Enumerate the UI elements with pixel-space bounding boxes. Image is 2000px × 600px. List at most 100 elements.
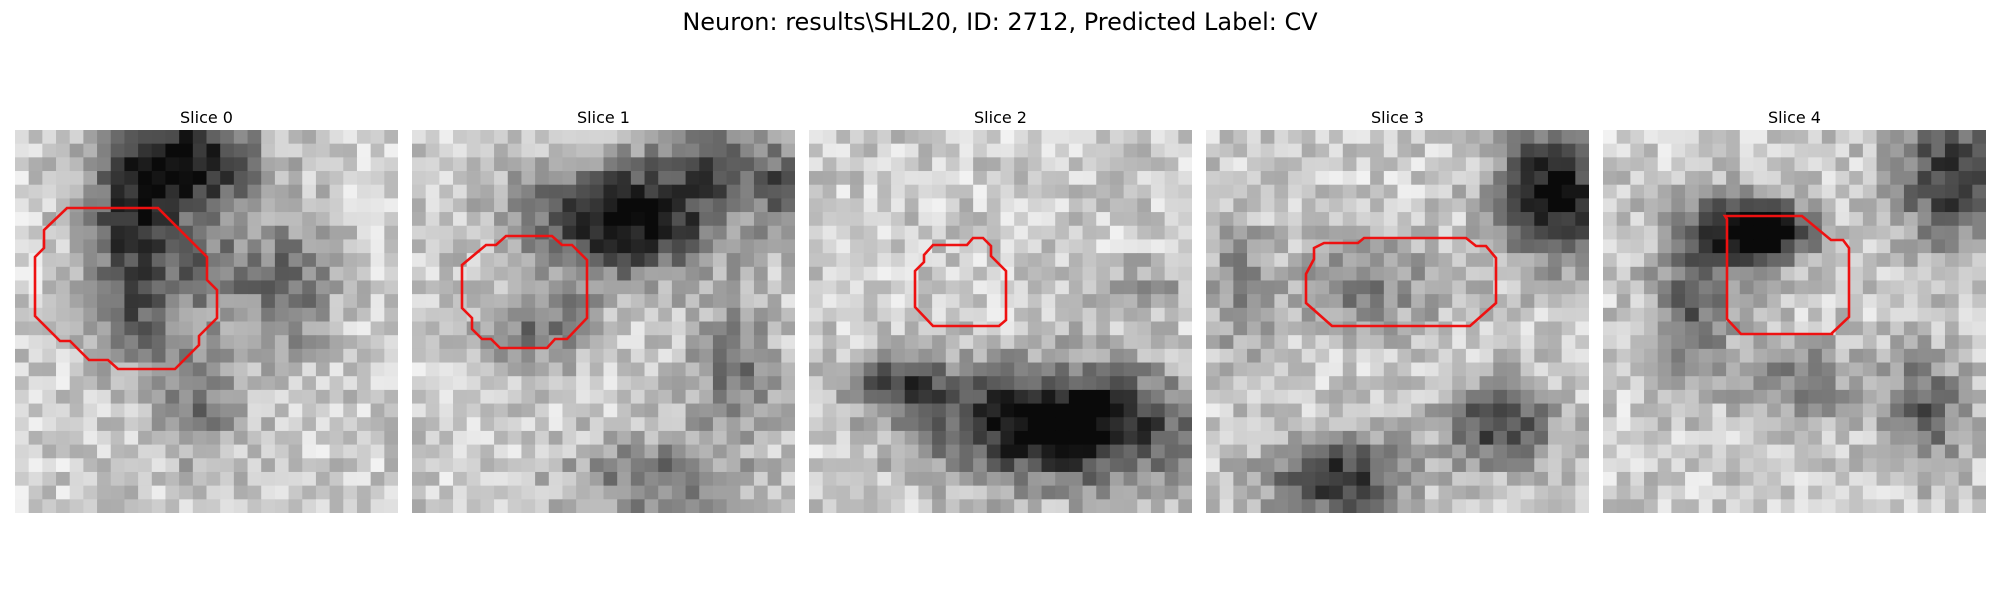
pixel-cell [1315,348,1330,363]
pixel-cell [1849,212,1864,227]
pixel-cell [1794,321,1809,336]
pixel-cell [1739,471,1754,487]
pixel-cell [1685,198,1700,213]
pixel-cell [165,157,180,172]
pixel-cell [192,225,207,240]
pixel-cell [740,143,755,158]
pixel-cell [274,266,289,281]
pixel-cell [425,417,440,432]
pixel-cell [138,280,153,295]
pixel-cell [1685,348,1700,363]
pixel-cell [124,307,139,322]
pixel-cell [603,171,618,186]
pixel-cell [1356,348,1371,363]
pixel-cell [1808,239,1823,254]
pixel-cell [343,157,358,172]
pixel-cell [1890,471,1905,487]
pixel-cell [1780,458,1795,473]
pixel-cell [1014,458,1029,473]
pixel-cell [1055,294,1070,309]
pixel-cell [192,458,207,473]
pixel-cell [124,499,139,513]
pixel-cell [1944,143,1960,158]
pixel-cell [1000,430,1015,446]
pixel-cell [548,458,563,473]
pixel-cell [302,485,317,500]
pixel-cell [1616,184,1631,199]
pixel-cell [1685,458,1700,473]
pixel-cell [891,130,906,145]
pixel-cell [548,130,563,145]
pixel-cell [42,294,57,309]
pixel-cell [685,321,700,336]
pixel-cell [1096,280,1111,295]
pixel-cell [809,362,824,377]
pixel-cell [1862,212,1877,227]
pixel-cell [1206,294,1221,309]
pixel-cell [1671,184,1686,199]
pixel-cell [247,307,262,322]
pixel-cell [1096,458,1111,473]
pixel-cell [918,198,933,213]
pixel-cell [1109,348,1125,363]
pixel-cell [1027,499,1042,513]
pixel-cell [425,266,440,281]
pixel-cell [932,321,947,336]
pixel-cell [110,485,125,500]
pixel-cell [1315,294,1330,309]
pixel-cell [740,417,755,432]
pixel-cell [494,362,509,377]
pixel-cell [1000,184,1015,199]
pixel-cell [288,266,303,281]
pixel-cell [1370,444,1385,459]
pixel-cell [1178,499,1192,513]
pixel-cell [1233,212,1248,227]
pixel-cell [1657,321,1672,336]
pixel-cell [1150,294,1166,309]
pixel-cell [1890,253,1905,268]
pixel-cell [521,471,536,487]
pixel-cell [453,212,468,227]
pixel-cell [1342,171,1357,186]
pixel-cell [1917,417,1932,432]
pixel-cell [1383,348,1398,363]
pixel-cell [28,157,43,172]
pixel-cell [494,389,509,404]
pixel-cell [562,198,577,213]
pixel-cell [1794,239,1809,254]
pixel-cell [1685,157,1700,172]
pixel-cell [1698,444,1713,459]
pixel-cell [959,225,974,240]
pixel-cell [712,335,728,350]
pixel-cell [206,362,221,377]
pixel-cell [918,471,933,487]
pixel-cell [877,376,892,391]
pixel-cell [1903,307,1919,322]
pixel-cell [42,444,57,459]
pixel-cell [671,225,686,240]
pixel-cell [1041,321,1056,336]
pixel-cell [671,348,686,363]
pixel-cell [1233,307,1248,322]
pixel-cell [1424,389,1439,404]
pixel-cell [343,280,358,295]
pixel-cell [1438,157,1453,172]
pixel-cell [1753,294,1768,309]
pixel-cell [781,294,795,309]
pixel-cell [302,225,317,240]
pixel-cell [412,403,427,418]
pixel-cell [247,130,262,145]
pixel-cell [1370,184,1385,199]
pixel-cell [1520,307,1535,322]
pixel-cell [726,417,741,432]
pixel-cell [1644,458,1659,473]
pixel-cell [1370,266,1385,281]
pixel-cell [1972,143,1986,158]
pixel-cell [315,417,331,432]
pixel-cell [904,485,919,500]
pixel-cell [1657,198,1672,213]
pixel-cell [1041,157,1056,172]
pixel-cell [891,499,906,513]
pixel-cell [315,321,331,336]
pixel-cell [1712,280,1727,295]
